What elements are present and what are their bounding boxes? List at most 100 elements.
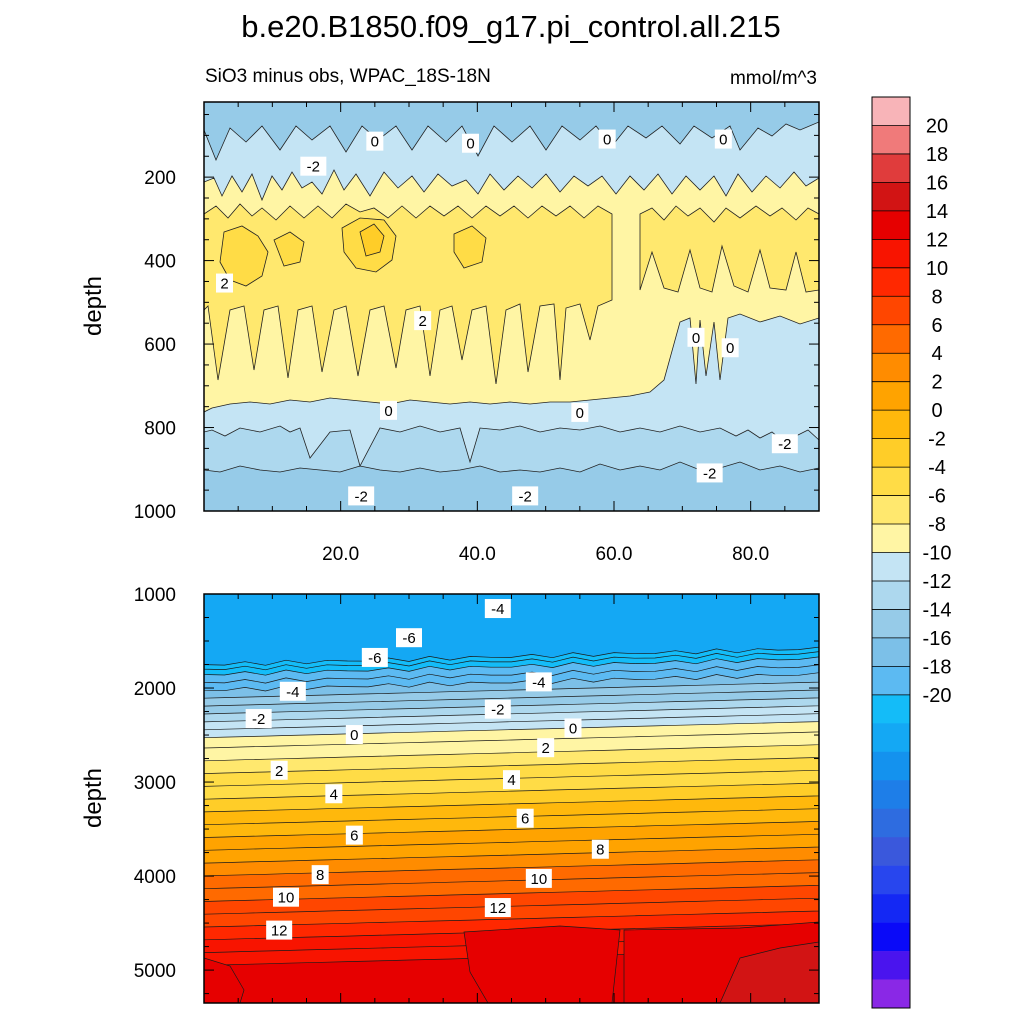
contour-label-text: 0	[466, 136, 474, 153]
upper-blob-c	[359, 223, 385, 257]
lower-deep-patch	[463, 925, 621, 1003]
colorbar: 20181614121086420-2-4-6-8-10-12-14-16-18…	[871, 96, 952, 1009]
contour-label-text: -2	[778, 436, 791, 453]
y-tick-label: 2000	[134, 679, 176, 700]
y-tick-label: 800	[144, 419, 176, 440]
colorbar-tick-label: 10	[926, 258, 948, 280]
contour-label: 2	[216, 273, 233, 293]
contour-label-text: -2	[518, 488, 531, 505]
chart-title: b.e20.B1850.f09_g17.pi_control.all.215	[241, 9, 781, 44]
contour-label: 0	[366, 131, 384, 151]
contour-label-text: 2	[541, 740, 549, 757]
contour-label-text: 0	[692, 330, 700, 347]
lower-contour-labels: -4 -6 -6 -4 -4 -2 -2 0 0 2 2 4 4 6 6 8 8 10 10 12 12	[245, 599, 609, 940]
colorbar-swatch	[872, 153, 910, 183]
y-tick-label: 4000	[134, 867, 176, 888]
lower-deep-patch	[204, 957, 245, 1003]
colorbar-swatch	[872, 125, 910, 155]
contour-label-text: 10	[530, 871, 547, 888]
colorbar-swatch	[872, 353, 910, 382]
colorbar-swatch	[872, 324, 910, 354]
contour-label: 10	[525, 868, 552, 888]
contour-label-text: 0	[726, 340, 734, 357]
contour-label-text: 2	[275, 763, 283, 780]
colorbar-swatch	[872, 894, 910, 923]
contour-label-text: 0	[569, 720, 577, 737]
colorbar-tick-label: -2	[928, 429, 946, 451]
colorbar-swatch	[872, 865, 910, 895]
lower-panel: -4 -6 -6 -4 -4 -2 -2 0 0 2 2 4 4 6 6 8 8 10 10 12 12 1000 200…	[80, 585, 820, 1004]
colorbar-tick-label: 0	[931, 400, 942, 422]
contour-label: 4	[325, 784, 343, 804]
contour-label: 4	[503, 770, 520, 790]
colorbar-tick-label: 12	[926, 229, 948, 251]
colorbar-swatch	[872, 780, 910, 810]
colorbar-tick-label: -18	[923, 656, 952, 678]
contour-label: 12	[266, 920, 293, 940]
contour-label-text: 0	[371, 134, 379, 151]
contour-label-text: -4	[286, 684, 299, 701]
lower-contour-field	[204, 594, 819, 1003]
colorbar-tick-label: -4	[928, 457, 946, 479]
x-tick-label: 60.0	[596, 544, 633, 565]
contour-label-text: 4	[330, 786, 338, 803]
contour-label: -2	[512, 486, 539, 506]
contour-label: -2	[484, 699, 511, 719]
contour-label-text: 0	[350, 727, 358, 744]
contour-label: 0	[571, 402, 589, 422]
y-tick-label: 1000	[134, 502, 176, 523]
contour-label-text: 0	[384, 403, 392, 420]
colorbar-swatch	[872, 951, 910, 980]
contour-label-text: -4	[532, 674, 545, 691]
lower-contour-band	[204, 594, 819, 666]
colorbar-swatch	[872, 410, 910, 439]
contour-label: 2	[537, 738, 555, 758]
colorbar-swatch	[872, 97, 910, 126]
colorbar-swatch	[872, 267, 910, 297]
contour-label-text: 0	[603, 132, 611, 149]
contour-label: 6	[345, 825, 363, 845]
colorbar-swatch	[872, 438, 910, 468]
colorbar-swatch	[872, 751, 910, 781]
colorbar-tick-label: -6	[928, 486, 946, 508]
upper-blob-e	[273, 231, 305, 267]
colorbar-swatch	[872, 524, 910, 553]
colorbar-tick-label: -20	[923, 685, 952, 707]
colorbar-swatch	[872, 666, 910, 696]
colorbar-swatch	[872, 296, 910, 326]
colorbar-swatch	[872, 381, 910, 411]
contour-label-text: 0	[719, 132, 727, 149]
colorbar-swatch	[872, 922, 910, 952]
colorbar-swatch	[872, 808, 910, 838]
colorbar-swatch	[872, 837, 910, 866]
colorbar-tick-label: 14	[926, 201, 948, 223]
y-tick-label: 1000	[134, 585, 176, 606]
colorbar-tick-label: 4	[931, 343, 942, 365]
contour-label: -2	[696, 463, 723, 483]
colorbar-swatch	[872, 210, 910, 240]
lower-deep-patch	[719, 941, 819, 1003]
colorbar-swatch	[872, 182, 910, 212]
contour-label: 0	[598, 129, 616, 149]
colorbar-swatch	[872, 609, 910, 639]
contour-label-text: 8	[316, 867, 324, 884]
colorbar-tick-label: 18	[926, 144, 948, 166]
x-tick-label: 80.0	[732, 544, 769, 565]
colorbar-swatch	[872, 694, 910, 724]
contour-label: -4	[279, 681, 306, 701]
colorbar-swatch	[872, 637, 910, 667]
contour-label: -6	[396, 628, 422, 648]
contour-label: -2	[348, 486, 375, 506]
x-tick-label: 20.0	[322, 544, 359, 565]
upper-band-4	[204, 203, 613, 385]
colorbar-swatch	[872, 552, 910, 582]
colorbar-swatch	[872, 467, 910, 496]
contour-label: 0	[687, 327, 705, 347]
contour-label: 8	[311, 865, 329, 885]
contour-label-text: 6	[521, 811, 529, 828]
colorbar-tick-label: -16	[923, 628, 952, 650]
contour-label: 0	[721, 338, 739, 358]
